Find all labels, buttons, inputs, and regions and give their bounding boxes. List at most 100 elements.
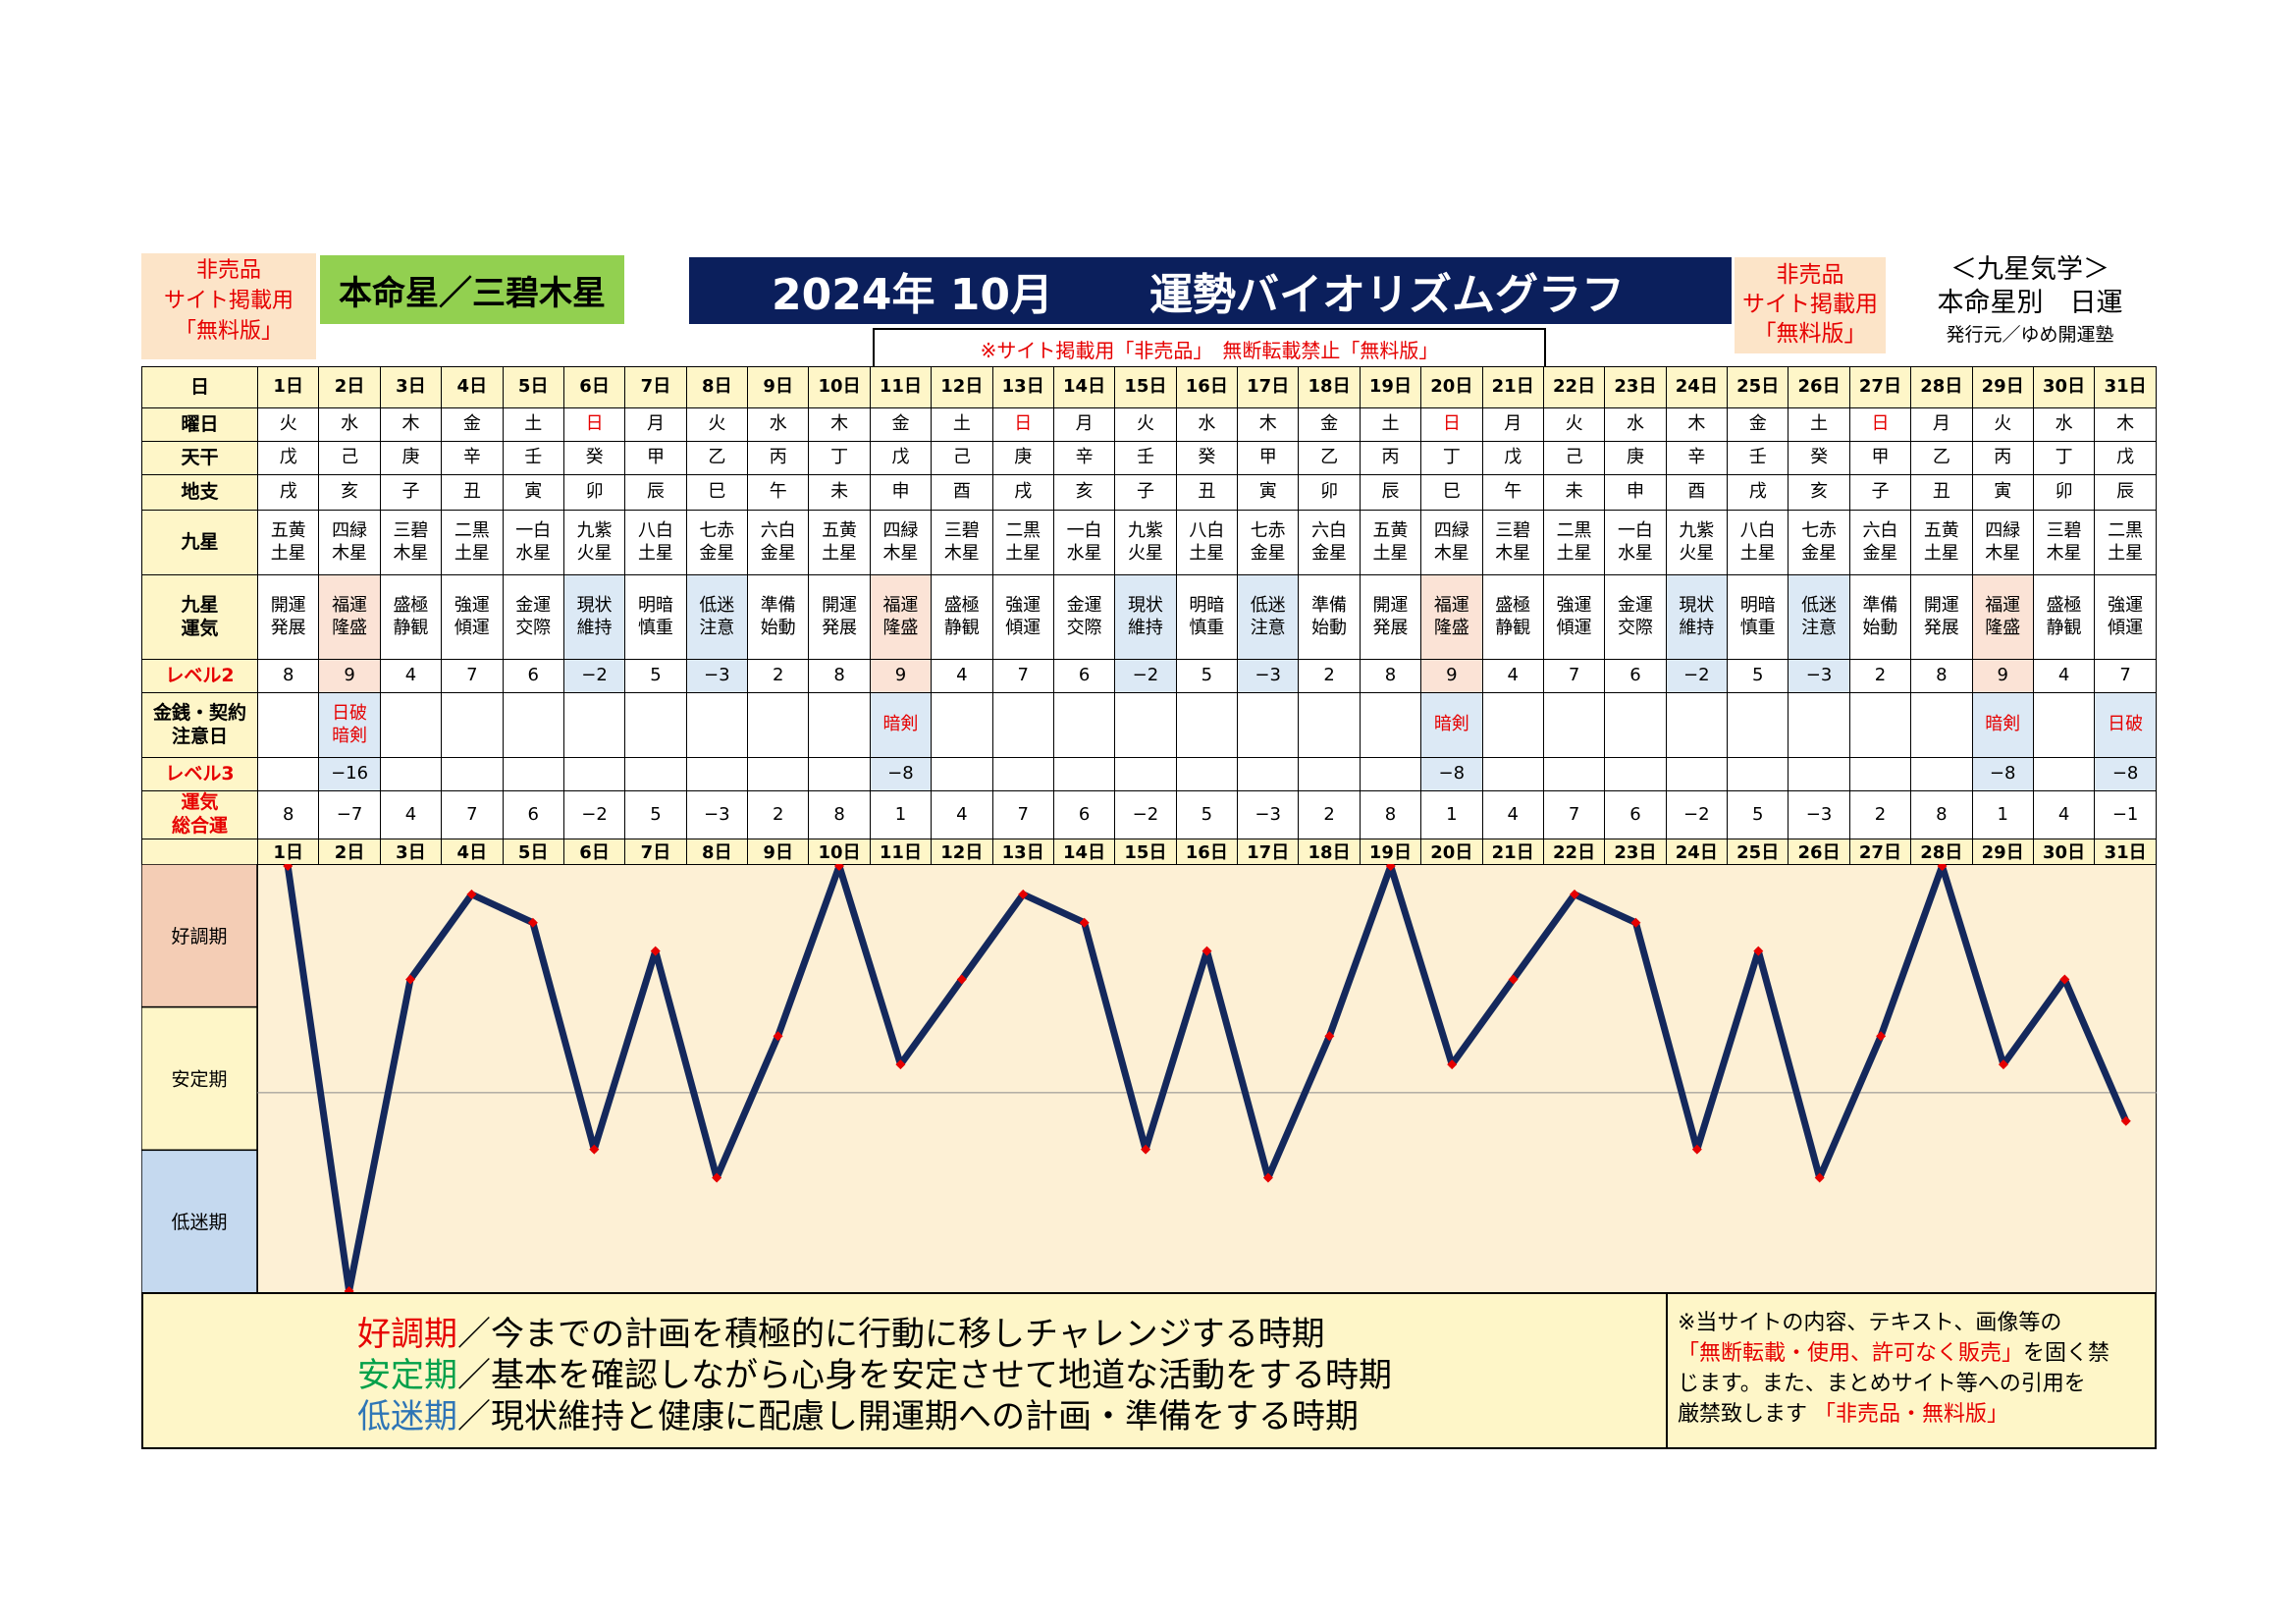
table-row: レベル2 8 9 4 7 6 −2 5 −3 2 8 9 4 7 6 −2 5 −3 2 8 9 4 7 6 −2 5 −3 2 8 9 4…: [141, 659, 2157, 693]
unki-cell: 準備 始動: [1848, 574, 1912, 660]
level3-cell: [1481, 757, 1544, 791]
data-point: [1385, 864, 1396, 871]
kusei-cell: 五黄 土星: [1359, 510, 1422, 575]
kusei-line2: 土星: [1189, 542, 1225, 564]
level2-cell: 8: [808, 659, 871, 693]
tenkan-cell: 辛: [1052, 441, 1116, 475]
tenkan-cell: 甲: [1848, 441, 1912, 475]
unki-cell: 開運 発展: [256, 574, 320, 660]
chishi-cell: 丑: [441, 474, 504, 511]
kusei-line1: 二黒: [2108, 520, 2144, 541]
data-point: [895, 1059, 906, 1070]
weekdays-cell: 木: [1665, 407, 1729, 442]
level2-cell: 6: [1604, 659, 1667, 693]
level3-cell: [1726, 757, 1789, 791]
unki-line2: 隆盛: [332, 617, 368, 638]
sogo-cell: 7: [441, 790, 504, 839]
unki-line2: 始動: [760, 617, 796, 638]
chishi-cell: 申: [1604, 474, 1667, 511]
level2-cell: 2: [1848, 659, 1912, 693]
data-point: [1998, 1059, 2008, 1070]
fortune-table: 日 1日 2日 3日 4日 5日 6日 7日 8日 9日 10日 11日 12日 13日 14日 15日 16日…: [141, 366, 2157, 869]
sogo-cell: 8: [1359, 790, 1422, 839]
days-cell: 1日: [256, 366, 320, 408]
kinsen-cell: [1052, 692, 1116, 758]
legend-low-text: ／現状維持と健康に配慮し開運期への計画・準備をする時期: [457, 1397, 1359, 1436]
chishi-cell: 丑: [1910, 474, 1973, 511]
kinsen-cell: [379, 692, 443, 758]
kusei-cell: 一白 水星: [502, 510, 564, 575]
kinsen-cell: [931, 692, 993, 758]
chishi-cell: 申: [869, 474, 933, 511]
unki-line2: 静観: [1495, 617, 1531, 638]
data-point: [1814, 1172, 1825, 1183]
weekdays-cell: 金: [441, 407, 504, 442]
data-point: [1570, 889, 1580, 899]
sogo-cell: −2: [1114, 790, 1177, 839]
kusei-line1: 五黄: [270, 520, 306, 541]
kusei-line1: 二黒: [1005, 520, 1041, 541]
kinsen-cell: [1175, 692, 1239, 758]
notice-banner: ※サイト掲載用「非売品」 無断転載禁止「無料版」: [873, 328, 1546, 367]
unki-cell: 盛極 静観: [931, 574, 993, 660]
unki-line1: 現状: [576, 595, 613, 616]
kusei-line2: 土星: [637, 542, 673, 564]
page-title: 2024年 10月 運勢バイオリズムグラフ: [689, 257, 1732, 324]
tenkan-cell: 庚: [379, 441, 443, 475]
level3-cell: −8: [869, 757, 933, 791]
level3-cell: [502, 757, 564, 791]
level2-cell: 8: [1359, 659, 1422, 693]
weekdays-cell: 火: [256, 407, 320, 442]
weekdays-cell: 月: [1910, 407, 1973, 442]
tenkan-cell: 壬: [1114, 441, 1177, 475]
weekdays-cell: 月: [624, 407, 687, 442]
level2-cell: 9: [1971, 659, 2034, 693]
kusei-cell: 九紫 火星: [1114, 510, 1177, 575]
corner-line3: 発行元／ゆめ開運塾: [1946, 324, 2114, 346]
unki-line2: 傾運: [1556, 617, 1592, 638]
weekdays-cell: 月: [1052, 407, 1116, 442]
kinsen-cell: 暗剣: [869, 692, 933, 758]
kusei-line2: 金星: [1311, 542, 1348, 564]
unki-line1: 開運: [270, 595, 306, 616]
kusei-cell: 七赤 金星: [685, 510, 749, 575]
data-point: [283, 864, 294, 871]
corner-line2: 本命星別 日運: [1937, 288, 2123, 318]
level3-cell: [1359, 757, 1422, 791]
kusei-cell: 六白 金星: [746, 510, 810, 575]
level3-cell: −8: [1420, 757, 1483, 791]
level2-cell: 7: [441, 659, 504, 693]
kinsen-line1: 日破: [332, 703, 368, 724]
kusei-cell: 一白 水星: [1604, 510, 1667, 575]
unki-cell: 金運 交際: [502, 574, 564, 660]
sogo-cell: −3: [1236, 790, 1300, 839]
level3-cell: [685, 757, 749, 791]
kusei-line2: 土星: [270, 542, 306, 564]
tenkan-cell: 己: [931, 441, 993, 475]
sogo-cell: 2: [1298, 790, 1361, 839]
table-row: 天干戊己庚辛壬癸甲乙丙丁戊己庚辛壬癸甲乙丙丁戊己庚辛壬癸甲乙丙丁戊: [141, 441, 2157, 475]
kusei-cell: 七赤 金星: [1788, 510, 1850, 575]
tenkan-cell: 戊: [869, 441, 933, 475]
tenkan-cell: 己: [1542, 441, 1606, 475]
corner-info: ＜九星気学＞ 本命星別 日運 発行元／ゆめ開運塾: [1902, 253, 2158, 363]
days-cell: 9日: [746, 366, 810, 408]
kusei-cell: 六白 金星: [1298, 510, 1361, 575]
data-point: [1201, 946, 1212, 956]
tenkan-cell: 乙: [685, 441, 749, 475]
legend-low: 低迷期／現状維持と健康に配慮し開運期への計画・準備をする時期: [357, 1396, 1392, 1437]
kusei-line2: 土星: [454, 542, 490, 564]
days-cell: 22日: [1542, 366, 1606, 408]
kusei-cell: 八白 土星: [1175, 510, 1239, 575]
level2-cell: −2: [1665, 659, 1729, 693]
disclaimer-text2: を固く禁: [2023, 1341, 2110, 1366]
tenkan-cell: 丁: [808, 441, 871, 475]
weekdays-cell: 水: [746, 407, 810, 442]
unki-line1: 開運: [1923, 595, 1959, 616]
kusei-line1: 一白: [515, 520, 552, 541]
zone-label-stable: 安定期: [171, 1069, 227, 1091]
unki-line1: 福運: [882, 595, 919, 616]
chishi-cell: 午: [1481, 474, 1544, 511]
legend-good-text: ／今までの計画を積極的に行動に移しチャレンジする時期: [457, 1315, 1325, 1354]
row-label: 九星: [141, 510, 258, 575]
